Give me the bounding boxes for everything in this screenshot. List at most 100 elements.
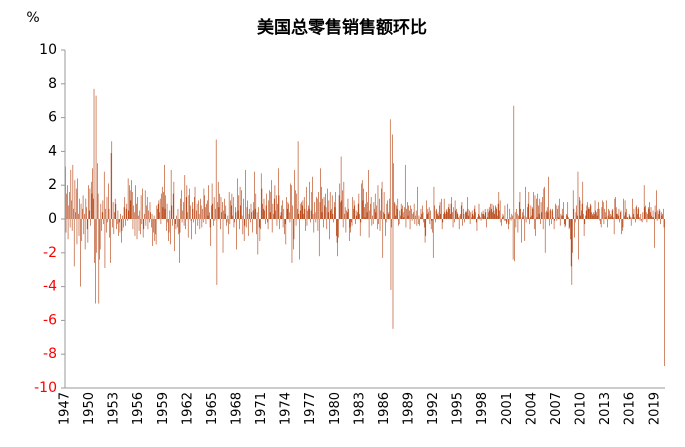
- bar: [462, 219, 463, 226]
- bar: [533, 192, 534, 219]
- bar: [353, 209, 354, 219]
- bar: [382, 182, 383, 219]
- bar: [86, 199, 87, 219]
- bar: [417, 187, 418, 219]
- bar: [118, 219, 119, 236]
- bar: [470, 212, 471, 219]
- bar: [434, 187, 435, 219]
- bar: [260, 219, 261, 229]
- bar: [555, 204, 556, 219]
- bar: [565, 219, 566, 227]
- y-tick-label: -8: [43, 346, 57, 362]
- bar: [539, 214, 540, 219]
- bar: [651, 207, 652, 219]
- bar: [528, 204, 529, 219]
- bar: [163, 192, 164, 219]
- bar: [173, 194, 174, 219]
- bar: [234, 219, 235, 227]
- bar: [448, 207, 449, 219]
- bar: [469, 211, 470, 219]
- y-tick-label: -10: [34, 380, 57, 396]
- bar: [644, 185, 645, 219]
- x-tick-label: 1980: [328, 392, 343, 425]
- bar: [84, 214, 85, 219]
- bar: [529, 192, 530, 219]
- bar: [574, 209, 575, 219]
- bar: [325, 194, 326, 219]
- bar: [429, 207, 430, 219]
- bar: [338, 219, 339, 238]
- bar: [215, 219, 216, 221]
- bar: [197, 219, 198, 226]
- bar: [508, 219, 509, 229]
- bar: [273, 214, 274, 219]
- bar: [361, 184, 362, 219]
- bar: [584, 219, 585, 236]
- bar: [633, 214, 634, 219]
- bar: [159, 212, 160, 219]
- bar: [125, 219, 126, 226]
- bar: [504, 219, 505, 221]
- bar: [243, 199, 244, 219]
- bar: [565, 219, 566, 226]
- bar: [389, 212, 390, 219]
- bar: [180, 219, 181, 233]
- bar: [478, 214, 479, 219]
- bar: [255, 209, 256, 219]
- bar: [122, 216, 123, 219]
- bar: [219, 207, 220, 219]
- bar: [401, 204, 402, 219]
- bar: [129, 185, 130, 219]
- bar: [372, 216, 373, 219]
- bar: [321, 187, 322, 219]
- bar: [393, 163, 394, 219]
- bar: [337, 219, 338, 256]
- bar: [441, 199, 442, 219]
- bar: [127, 219, 128, 221]
- bar: [492, 212, 493, 219]
- bar: [167, 204, 168, 219]
- bar: [476, 219, 477, 222]
- bar: [535, 195, 536, 219]
- bar: [83, 195, 84, 219]
- bar: [583, 214, 584, 219]
- bar: [367, 202, 368, 219]
- bar: [72, 219, 73, 231]
- bar: [530, 217, 531, 219]
- bar: [94, 219, 95, 263]
- bar: [324, 205, 325, 219]
- bar: [164, 165, 165, 219]
- bar: [345, 207, 346, 219]
- bar: [270, 192, 271, 219]
- bar: [339, 195, 340, 219]
- bar: [219, 194, 220, 219]
- bar: [490, 211, 491, 219]
- bar: [214, 197, 215, 219]
- bar: [309, 182, 310, 219]
- bar: [281, 205, 282, 219]
- bar: [114, 212, 115, 219]
- bar: [76, 189, 77, 219]
- bar: [320, 168, 321, 219]
- bar: [572, 219, 573, 253]
- bar: [593, 212, 594, 219]
- bar: [572, 219, 573, 285]
- bar: [357, 212, 358, 219]
- bar: [308, 205, 309, 219]
- bar: [112, 219, 113, 227]
- bar: [436, 209, 437, 219]
- bar: [270, 212, 271, 219]
- bar: [540, 219, 541, 224]
- bar: [442, 219, 443, 229]
- bar: [449, 209, 450, 219]
- bar: [420, 217, 421, 219]
- bar: [69, 192, 70, 219]
- bar: [115, 199, 116, 219]
- bar: [552, 209, 553, 219]
- bar: [161, 219, 162, 224]
- bar: [152, 219, 153, 246]
- bar: [562, 209, 563, 219]
- bar: [131, 180, 132, 219]
- bar: [272, 219, 273, 233]
- bar: [515, 212, 516, 219]
